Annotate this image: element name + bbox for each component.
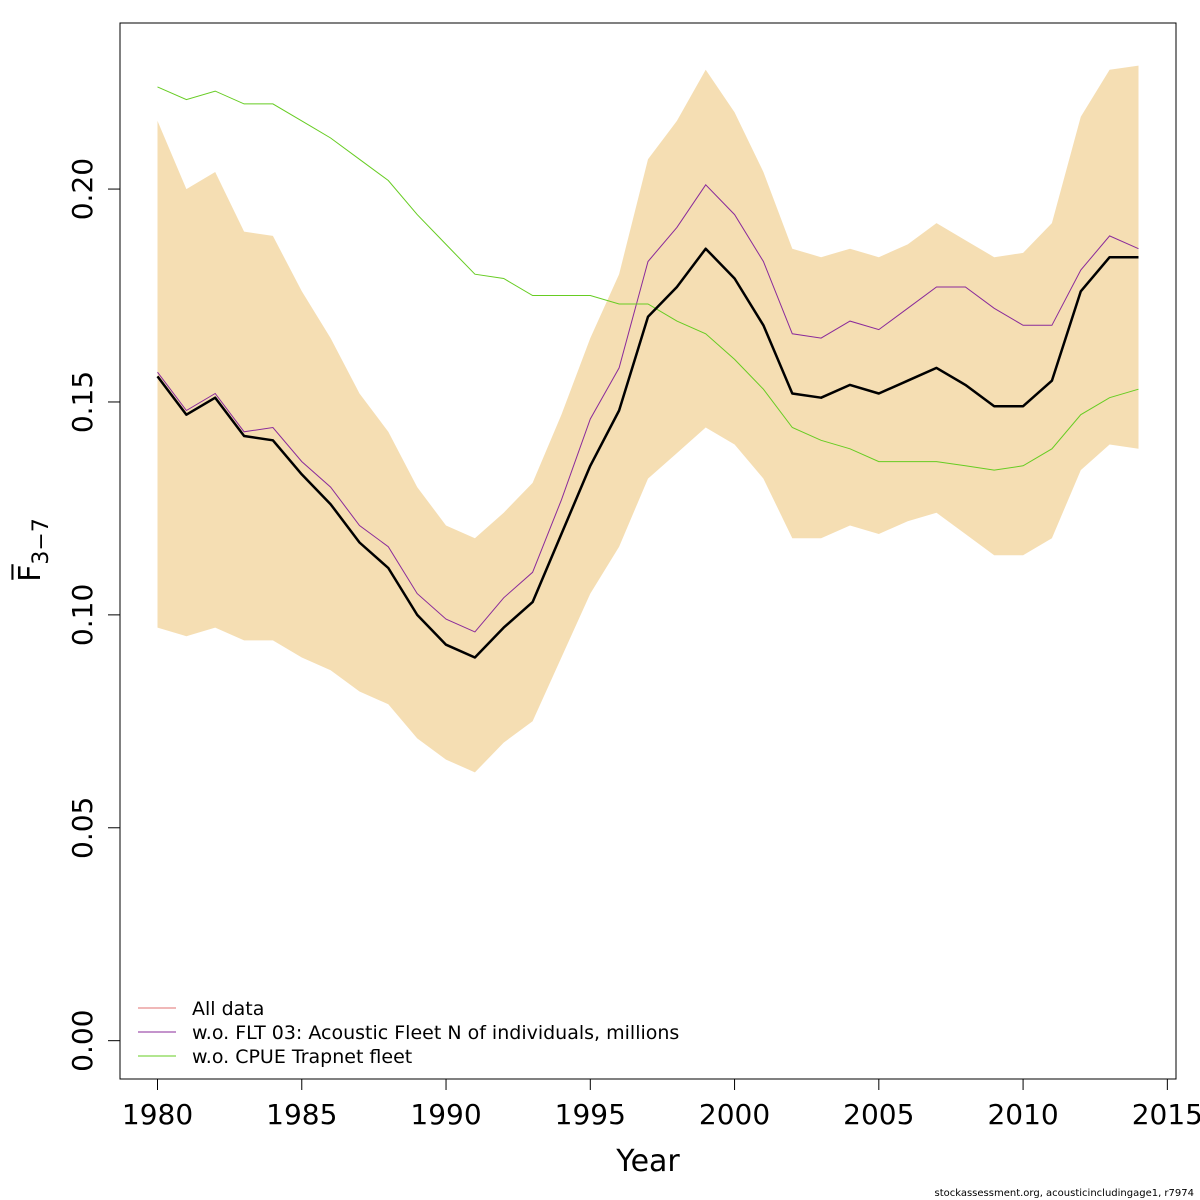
y-axis-title-subscript: 3−7	[29, 518, 54, 564]
x-tick-label-6: 2010	[987, 1098, 1058, 1131]
plot-area	[156, 65, 1139, 773]
y-axis-title: F̅3−7	[11, 518, 54, 582]
y-tick-label-2: 0.10	[66, 584, 99, 646]
legend-label-2: w.o. CPUE Trapnet fleet	[192, 1046, 412, 1068]
y-tick-label-4: 0.20	[66, 158, 99, 220]
x-axis-title: Year	[615, 1144, 680, 1179]
main-estimate-line	[156, 247, 1139, 659]
series-line-2	[157, 86, 1139, 471]
x-tick-label-3: 1995	[555, 1098, 626, 1131]
series-line-1	[157, 184, 1139, 633]
axes: 1980 1985 1990 1995 2000 2005 2010 2015 0.00 0.05…	[66, 22, 1200, 1131]
x-tick-label-1: 1985	[266, 1098, 337, 1131]
legend-label-0: All data	[192, 998, 264, 1020]
x-tick-label-5: 2005	[843, 1098, 914, 1131]
y-axis-title-main: F̅	[11, 564, 48, 582]
legend-label-1: w.o. FLT 03: Acoustic Fleet N of individ…	[192, 1022, 679, 1044]
y-tick-label-3: 0.15	[66, 371, 99, 433]
x-tick-label-0: 1980	[122, 1098, 193, 1131]
confidence-band	[157, 65, 1139, 773]
y-tick-label-1: 0.05	[66, 797, 99, 859]
x-tick-label-7: 2015	[1132, 1098, 1200, 1131]
x-tick-label-4: 2000	[699, 1098, 770, 1131]
y-tick-label-0: 0.00	[66, 1010, 99, 1072]
footer-credit: stockassessment.org, acousticincludingag…	[934, 1188, 1194, 1199]
x-tick-label-2: 1990	[410, 1098, 481, 1131]
